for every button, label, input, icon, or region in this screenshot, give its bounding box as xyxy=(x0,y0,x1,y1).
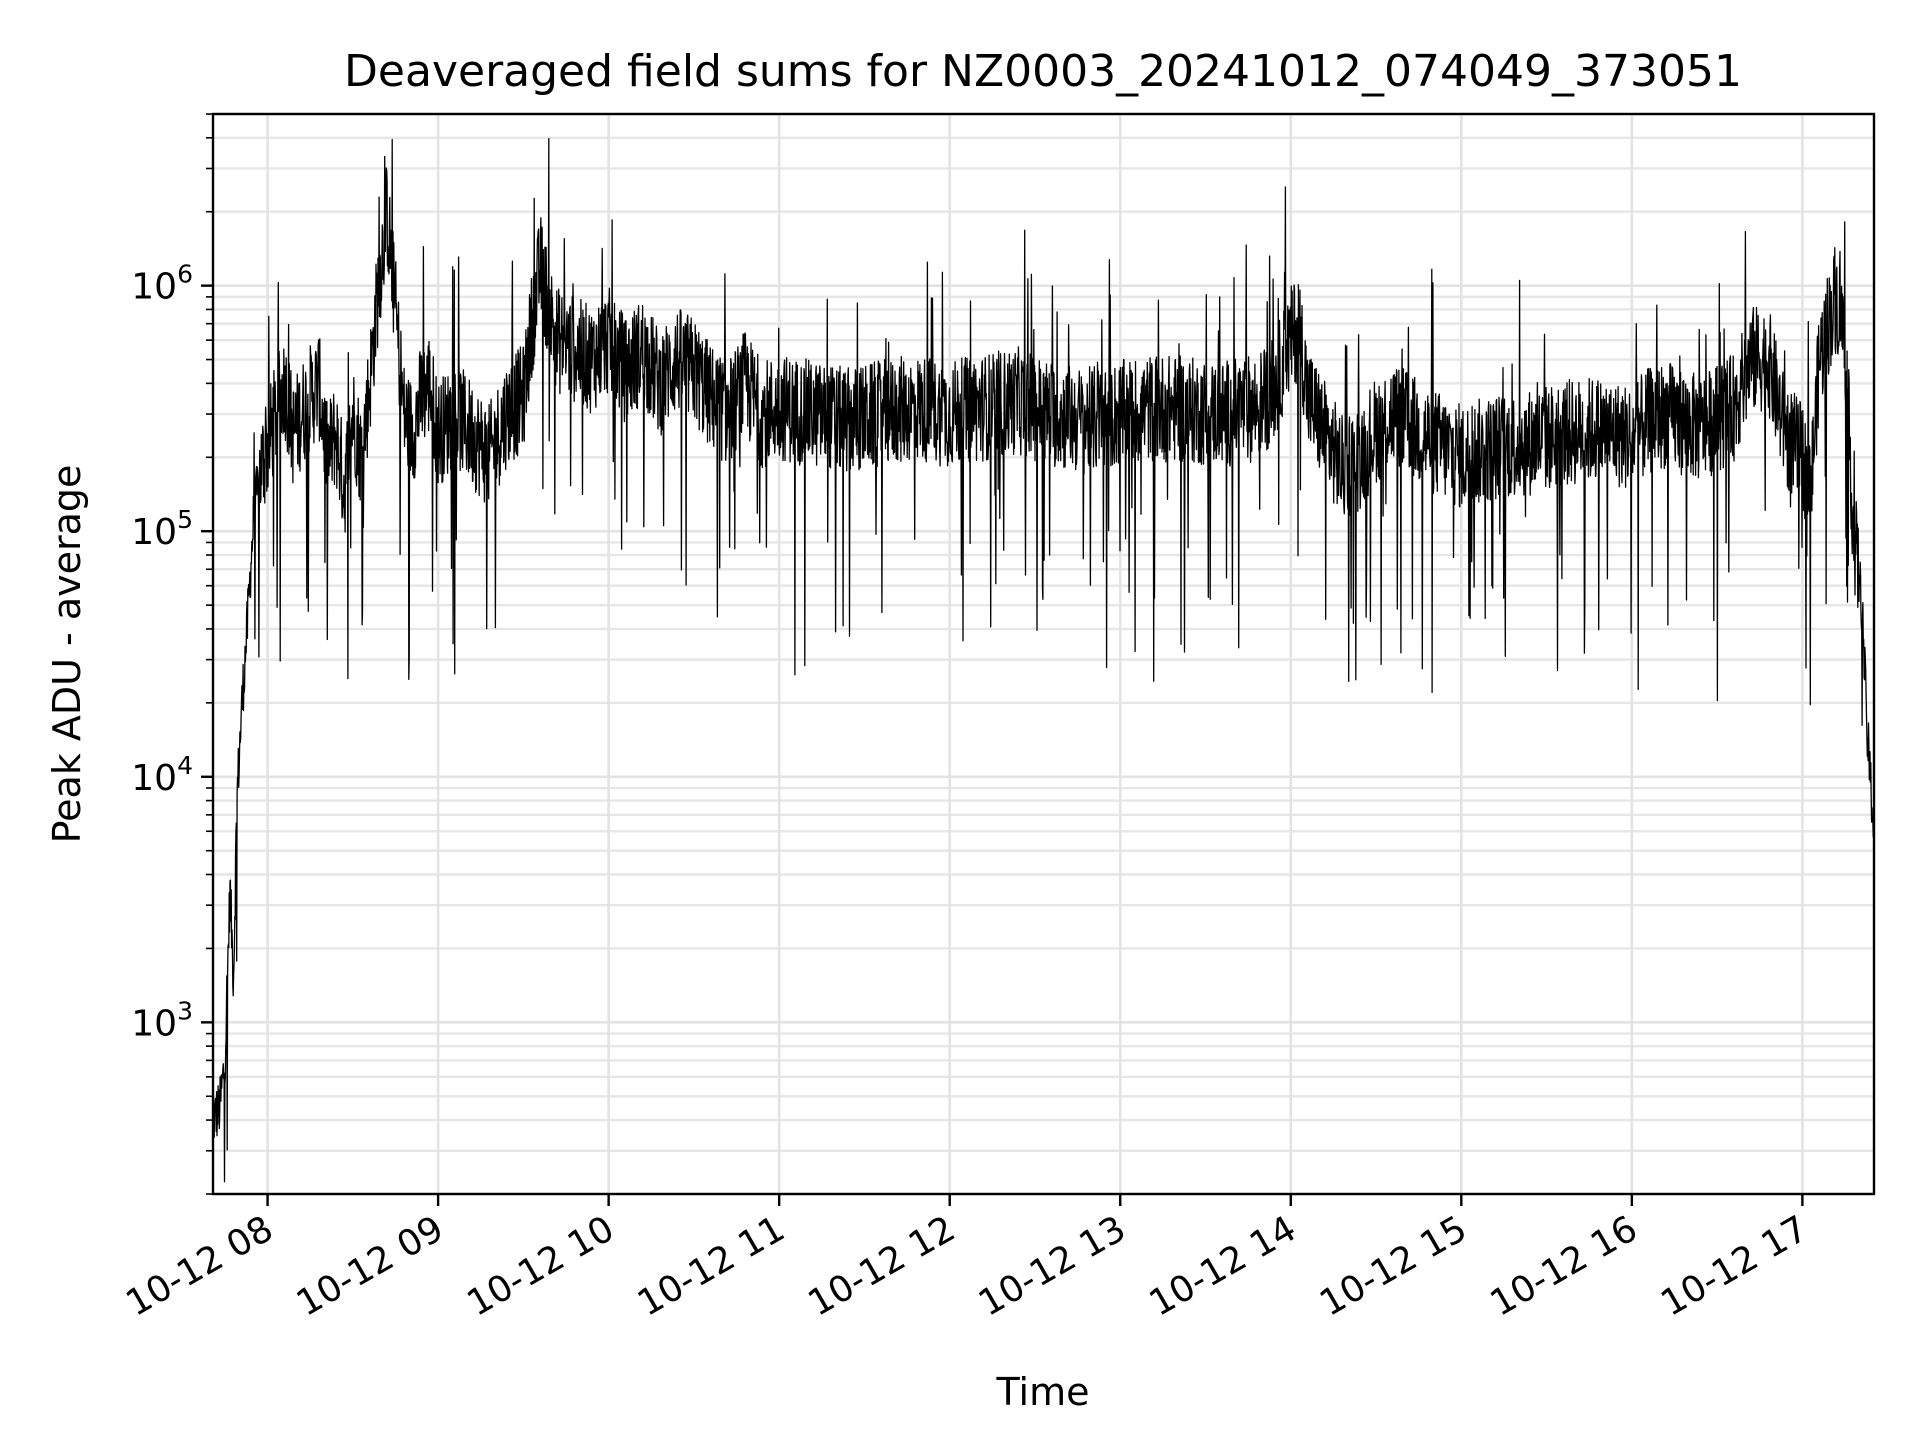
x-tick-label: 10-12 12 xyxy=(802,1208,963,1324)
y-tick-label: 104 xyxy=(131,751,193,799)
y-tick-exponent: 6 xyxy=(177,260,193,289)
plot-frame xyxy=(211,112,1876,1196)
x-tick-label: 10-12 14 xyxy=(1143,1208,1304,1324)
x-tick-label: 10-12 15 xyxy=(1313,1208,1474,1324)
y-tick-label: 105 xyxy=(131,505,193,553)
y-tick-exponent: 5 xyxy=(177,505,193,534)
x-tick-label: 10-12 08 xyxy=(119,1208,280,1324)
x-tick-label: 10-12 16 xyxy=(1484,1208,1645,1324)
y-axis-label: Peak ADU - average xyxy=(45,465,89,844)
x-tick-label: 10-12 10 xyxy=(460,1208,621,1324)
x-tick-label: 10-12 13 xyxy=(972,1208,1133,1324)
y-tick-exponent: 4 xyxy=(177,751,193,780)
grid xyxy=(213,112,1874,1196)
x-tick-label: 10-12 09 xyxy=(290,1208,451,1324)
y-tick-label: 103 xyxy=(131,996,193,1044)
chart-title: Deaveraged field sums for NZ0003_2024101… xyxy=(344,46,1742,97)
series-layer xyxy=(212,137,1875,1183)
series-line xyxy=(212,137,1875,1183)
x-tick-label: 10-12 11 xyxy=(631,1208,792,1324)
y-tick-label: 106 xyxy=(131,260,193,308)
x-axis-label: Time xyxy=(996,1370,1090,1414)
x-tick-label: 10-12 17 xyxy=(1654,1208,1815,1324)
y-tick-exponent: 3 xyxy=(177,996,193,1025)
